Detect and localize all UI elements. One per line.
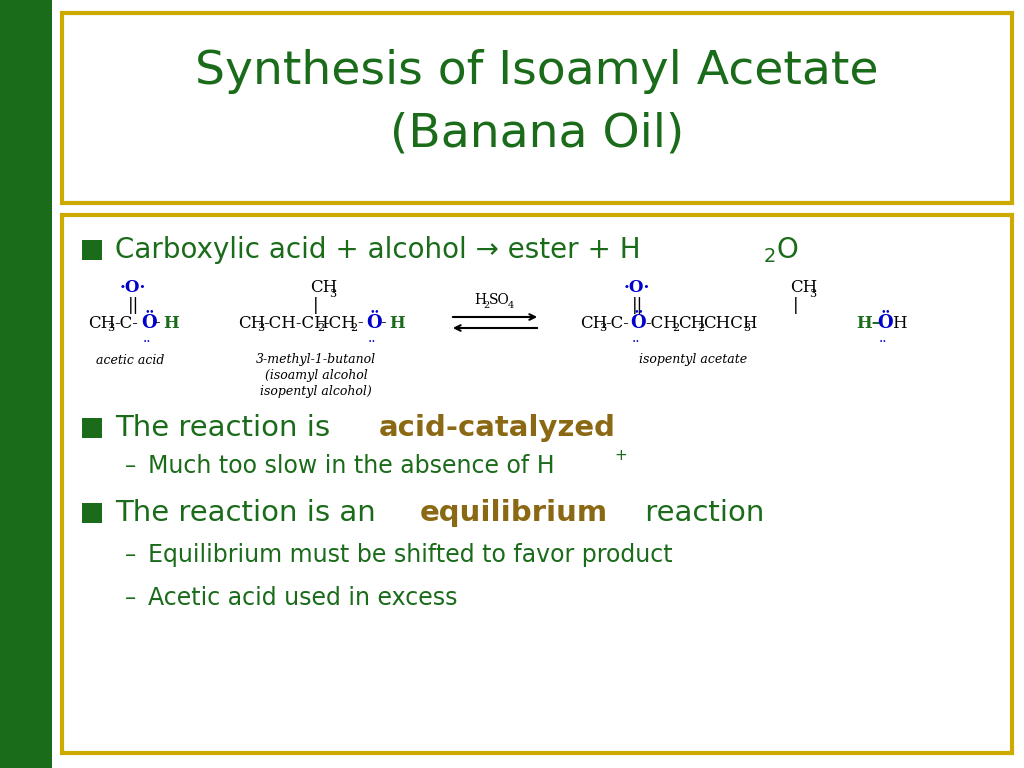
Bar	[62, 13, 1012, 203]
Text: -C-: -C-	[605, 315, 629, 332]
Text: reaction: reaction	[636, 499, 764, 527]
Text: -C-: -C-	[114, 315, 138, 332]
Text: The reaction is an: The reaction is an	[115, 499, 385, 527]
Text: ..: ..	[368, 331, 376, 345]
Text: O: O	[777, 236, 799, 264]
Text: -CH: -CH	[645, 315, 678, 332]
Text: Ö: Ö	[630, 314, 645, 332]
Text: H: H	[163, 315, 179, 332]
Text: 3: 3	[329, 289, 336, 299]
Text: H: H	[892, 315, 906, 332]
Text: Equilibrium must be shifted to favor product: Equilibrium must be shifted to favor pro…	[148, 543, 673, 567]
Text: -: -	[154, 315, 160, 332]
Text: isopentyl acetate: isopentyl acetate	[639, 353, 748, 366]
Bar	[0, 0, 52, 768]
Text: 2: 2	[672, 323, 679, 333]
Text: 2: 2	[317, 323, 325, 333]
Text: -CH-CH: -CH-CH	[263, 315, 329, 332]
Text: ·O·: ·O·	[120, 280, 146, 296]
Text: -CH: -CH	[323, 315, 356, 332]
Text: The reaction is: The reaction is	[115, 414, 339, 442]
Text: CH: CH	[88, 315, 116, 332]
Text: CH: CH	[678, 315, 706, 332]
Bar	[62, 215, 1012, 753]
Text: 3: 3	[809, 289, 816, 299]
Text: |: |	[794, 297, 799, 315]
Text: 4: 4	[508, 300, 514, 310]
Bar	[82, 418, 102, 438]
Text: CH: CH	[790, 280, 817, 296]
Text: H: H	[474, 293, 486, 307]
Text: isopentyl alcohol): isopentyl alcohol)	[260, 386, 372, 399]
Text: 2: 2	[764, 247, 776, 266]
Text: SO: SO	[489, 293, 510, 307]
Text: –: –	[124, 456, 135, 476]
Text: CH: CH	[238, 315, 265, 332]
Text: |: |	[313, 297, 318, 315]
Text: –: –	[124, 545, 135, 565]
Text: -: -	[357, 315, 362, 332]
Text: ..: ..	[879, 331, 887, 345]
Text: 3: 3	[599, 323, 606, 333]
Bar	[82, 240, 102, 260]
Text: -: -	[380, 315, 386, 332]
Text: 3: 3	[106, 323, 114, 333]
Text: CHCH: CHCH	[703, 315, 758, 332]
Text: Much too slow in the absence of H: Much too slow in the absence of H	[148, 454, 555, 478]
Text: equilibrium: equilibrium	[420, 499, 608, 527]
Text: 2: 2	[483, 300, 489, 310]
Text: Ö: Ö	[366, 314, 382, 332]
Text: acid-catalyzed: acid-catalyzed	[379, 414, 616, 442]
Text: (isoamyl alcohol: (isoamyl alcohol	[264, 369, 368, 382]
Text: 3-methyl-1-butanol: 3-methyl-1-butanol	[256, 353, 376, 366]
Text: Acetic acid used in excess: Acetic acid used in excess	[148, 586, 458, 610]
Text: ..: ..	[142, 331, 152, 345]
Text: –: –	[124, 588, 135, 608]
Text: 2: 2	[697, 323, 705, 333]
Text: H: H	[389, 315, 404, 332]
Text: Ö: Ö	[877, 314, 893, 332]
Text: 3: 3	[257, 323, 264, 333]
Text: ||: ||	[632, 297, 643, 315]
Text: ·O·: ·O·	[624, 280, 650, 296]
Text: Carboxylic acid + alcohol → ester + H: Carboxylic acid + alcohol → ester + H	[115, 236, 641, 264]
Text: ..: ..	[632, 331, 640, 345]
Text: CH: CH	[580, 315, 607, 332]
Text: CH: CH	[310, 280, 337, 296]
Text: +: +	[614, 449, 627, 464]
Text: 2: 2	[350, 323, 357, 333]
Text: H–: H–	[856, 315, 880, 332]
Text: Synthesis of Isoamyl Acetate
(Banana Oil): Synthesis of Isoamyl Acetate (Banana Oil…	[196, 49, 879, 157]
Text: Ö: Ö	[141, 314, 157, 332]
Text: ||: ||	[127, 297, 138, 315]
Bar	[82, 503, 102, 523]
Text: 3: 3	[743, 323, 751, 333]
Text: acetic acid: acetic acid	[96, 353, 164, 366]
